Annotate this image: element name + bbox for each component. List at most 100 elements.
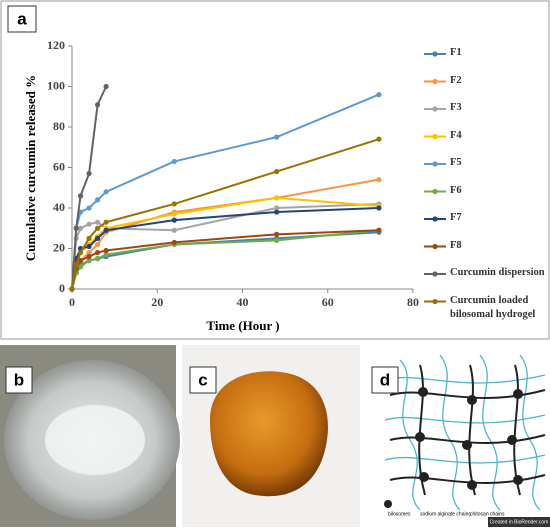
data-point — [376, 92, 382, 98]
y-tick-label: 60 — [53, 159, 65, 173]
diagram-legend: sodium alginate chains — [420, 511, 471, 517]
data-point — [103, 227, 109, 233]
data-point — [86, 258, 92, 264]
data-point — [376, 177, 382, 183]
x-tick-label: 80 — [407, 295, 419, 309]
x-tick-label: 0 — [69, 295, 75, 309]
data-point — [86, 254, 92, 260]
data-point — [86, 205, 92, 211]
legend-label: F8 — [450, 239, 462, 251]
data-point — [77, 258, 84, 264]
data-point — [73, 225, 79, 231]
legend-label: F1 — [450, 47, 462, 58]
panel-d: bilosomes sodium alginate chains chitosa… — [366, 345, 550, 527]
data-point — [274, 231, 280, 237]
legend-label: Curcumin loaded bilosomal hydrogel — [450, 294, 536, 320]
x-tick-label: 60 — [322, 295, 334, 309]
panel-c: c — [182, 345, 360, 527]
legend-marker — [432, 161, 438, 167]
data-point — [171, 217, 177, 223]
legend-item: F2 — [450, 74, 462, 86]
data-point — [94, 102, 101, 108]
panel-label-box — [5, 366, 33, 394]
y-tick-label: 0 — [59, 281, 65, 295]
y-tick-label: 40 — [53, 200, 65, 214]
data-point — [94, 256, 101, 262]
diagram-legend: bilosomes — [388, 511, 411, 517]
y-tick-label: 120 — [47, 38, 65, 52]
data-point — [103, 83, 109, 90]
legend-marker — [432, 133, 438, 140]
legend-item: F7 — [450, 212, 462, 223]
data-point — [274, 134, 280, 140]
legend-marker — [432, 51, 438, 57]
legend-label: F4 — [450, 129, 462, 141]
legend-label: F7 — [450, 212, 462, 223]
data-point — [86, 170, 92, 177]
data-point — [376, 136, 382, 142]
data-point — [86, 221, 92, 227]
data-point — [274, 195, 280, 201]
legend-item: Curcumin dispersion — [450, 267, 545, 278]
legend-marker — [432, 188, 438, 195]
legend-label: F3 — [450, 102, 462, 113]
data-point — [103, 219, 109, 225]
panel-b: b — [0, 345, 180, 527]
data-point — [171, 201, 177, 207]
legend-item: F4 — [450, 129, 462, 141]
legend-marker — [432, 78, 438, 85]
panel-label-box — [189, 366, 217, 394]
data-point — [274, 209, 280, 215]
data-point — [171, 239, 177, 246]
data-point — [94, 235, 101, 241]
data-point — [171, 227, 177, 233]
y-tick-label: 20 — [53, 240, 65, 254]
legend-item: F5 — [450, 157, 462, 168]
data-point — [86, 249, 92, 256]
data-point — [86, 235, 92, 241]
panel-label: c — [198, 370, 207, 389]
legend-marker — [432, 271, 438, 277]
data-point — [94, 249, 101, 256]
data-point — [77, 193, 84, 199]
legend-item: F1 — [450, 47, 462, 58]
panel-label: a — [17, 9, 27, 28]
legend-label: Curcumin dispersion — [450, 267, 545, 278]
legend-marker — [432, 243, 438, 250]
data-point — [77, 264, 84, 270]
data-point — [69, 286, 75, 292]
data-point — [73, 262, 79, 268]
legend-item: F6 — [450, 185, 462, 196]
data-point — [103, 189, 109, 195]
x-tick-label: 40 — [237, 295, 249, 309]
data-point — [94, 241, 101, 248]
data-point — [103, 247, 109, 254]
legend-item: F3 — [450, 102, 462, 113]
panel-label-box — [7, 5, 37, 33]
data-point — [77, 249, 84, 256]
credit-bg — [488, 517, 550, 527]
data-point — [94, 219, 101, 225]
data-point — [94, 225, 101, 231]
x-axis-label: Time (Hour ) — [206, 318, 279, 333]
data-point — [171, 211, 177, 217]
legend-marker — [432, 106, 438, 112]
diagram-legend: chitosan chains — [470, 511, 505, 517]
data-point — [376, 205, 382, 211]
legend-item: Curcumin loaded bilosomal hydrogel — [450, 294, 536, 320]
hydrogel-bead — [210, 371, 328, 497]
data-point — [274, 205, 280, 211]
gel — [45, 405, 145, 475]
y-axis-label: Cumulative curcumin released % — [23, 75, 38, 261]
x-tick-label: 20 — [151, 295, 163, 309]
y-tick-label: 100 — [47, 78, 65, 92]
legend-label: F2 — [450, 74, 462, 86]
data-point — [77, 225, 84, 231]
legend-label: F5 — [450, 157, 462, 168]
panel-label: b — [14, 370, 24, 389]
panel-label-box — [371, 366, 399, 394]
credit: Created in BioRender.com — [490, 519, 549, 525]
data-point — [171, 158, 177, 165]
data-point — [274, 168, 280, 175]
